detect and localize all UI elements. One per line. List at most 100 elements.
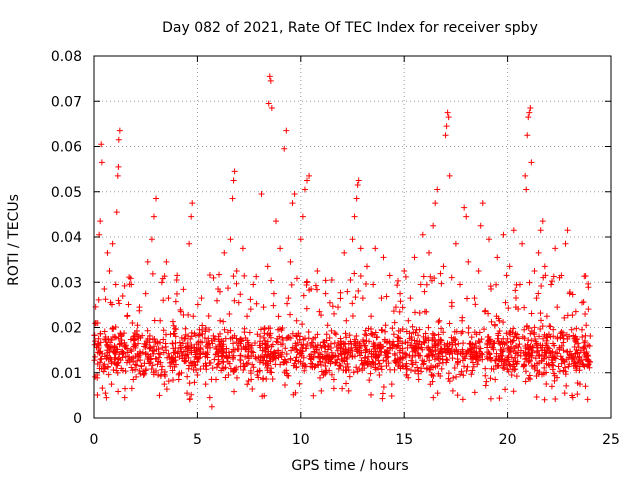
data-point-baseline — [158, 371, 165, 378]
data-point — [318, 344, 325, 351]
data-point — [494, 254, 501, 261]
data-point — [308, 286, 315, 293]
data-point-baseline — [150, 371, 157, 378]
data-point-baseline — [245, 348, 252, 355]
data-point-baseline — [150, 347, 157, 354]
data-point-baseline — [288, 281, 295, 288]
data-point-baseline — [550, 362, 557, 369]
data-point-baseline — [537, 325, 544, 332]
data-point-baseline — [416, 310, 423, 316]
data-point — [370, 281, 377, 288]
data-point-baseline — [180, 286, 187, 293]
data-point-baseline — [543, 380, 550, 387]
data-point-baseline — [230, 273, 237, 280]
data-point-baseline — [222, 335, 229, 342]
data-point-baseline — [318, 361, 325, 368]
data-point-baseline — [508, 354, 515, 361]
data-point-baseline — [499, 348, 506, 355]
data-point-baseline — [206, 359, 213, 366]
data-point-baseline — [163, 386, 170, 393]
data-point-baseline — [173, 290, 180, 297]
data-point — [347, 276, 354, 283]
data-point-baseline — [231, 297, 238, 304]
data-point-baseline — [386, 340, 393, 347]
data-point-baseline — [492, 357, 499, 364]
data-point — [355, 177, 362, 184]
data-point-baseline — [245, 360, 252, 367]
data-point-baseline — [382, 328, 389, 335]
data-point-baseline — [435, 370, 442, 377]
data-point-baseline — [409, 323, 416, 330]
data-point-baseline — [522, 349, 529, 356]
data-point-baseline — [505, 352, 512, 359]
data-point-baseline — [120, 350, 127, 357]
data-point-baseline — [578, 326, 585, 333]
data-point-baseline — [438, 280, 445, 287]
data-point-baseline — [388, 393, 395, 400]
data-point-baseline — [341, 341, 348, 348]
data-point-baseline — [197, 346, 204, 353]
data-point-baseline — [554, 350, 561, 357]
data-point — [215, 286, 222, 293]
data-point — [213, 376, 220, 383]
data-point — [423, 344, 430, 351]
data-point-baseline — [461, 363, 468, 370]
data-point-baseline — [261, 325, 268, 332]
data-point-baseline — [124, 357, 131, 364]
data-point — [192, 353, 199, 360]
data-point — [122, 385, 129, 392]
data-point-baseline — [275, 347, 282, 354]
data-point — [128, 281, 135, 288]
data-point-baseline — [124, 349, 131, 356]
data-point-baseline — [545, 354, 552, 361]
data-point-baseline — [304, 340, 311, 347]
data-point-baseline — [527, 330, 534, 337]
data-point-baseline — [222, 374, 229, 381]
data-point-baseline — [210, 274, 217, 281]
data-point — [496, 317, 503, 324]
data-point — [173, 276, 180, 283]
data-point — [349, 236, 356, 243]
data-point-baseline — [561, 364, 568, 371]
data-point-baseline — [345, 367, 352, 374]
data-point-baseline — [191, 379, 198, 386]
data-point-baseline — [555, 363, 562, 370]
data-point — [564, 227, 571, 234]
data-point-baseline — [512, 287, 519, 294]
data-point-baseline — [550, 370, 557, 377]
data-point-baseline — [579, 333, 586, 340]
data-point-baseline — [389, 325, 396, 332]
data-point — [512, 304, 519, 311]
data-point-baseline — [360, 360, 367, 367]
data-point-baseline — [326, 299, 333, 306]
data-point-baseline — [301, 361, 308, 368]
data-point-baseline — [300, 292, 307, 299]
data-point-baseline — [500, 362, 507, 369]
data-point-baseline — [395, 327, 402, 334]
data-point-baseline — [199, 322, 206, 329]
data-point-baseline — [414, 337, 421, 344]
data-point-baseline — [412, 368, 419, 375]
data-point-baseline — [115, 388, 122, 395]
data-point-baseline — [474, 361, 481, 368]
data-point-baseline — [395, 277, 402, 284]
data-point — [522, 172, 529, 179]
data-point-baseline — [219, 348, 226, 355]
data-point-baseline — [423, 281, 430, 288]
data-point — [523, 186, 530, 193]
data-point-baseline — [281, 381, 288, 388]
data-point — [537, 227, 544, 234]
data-point — [531, 267, 538, 274]
data-point — [258, 191, 265, 198]
data-point — [500, 231, 507, 238]
data-point-baseline — [226, 311, 233, 318]
data-point-baseline — [336, 342, 343, 349]
data-point-baseline — [197, 366, 204, 373]
data-point-baseline — [195, 332, 202, 339]
data-point-baseline — [332, 359, 339, 366]
data-point-baseline — [262, 347, 269, 354]
data-point — [407, 295, 414, 302]
data-point-baseline — [550, 273, 557, 280]
data-point-baseline — [538, 358, 545, 365]
data-point — [268, 105, 275, 112]
